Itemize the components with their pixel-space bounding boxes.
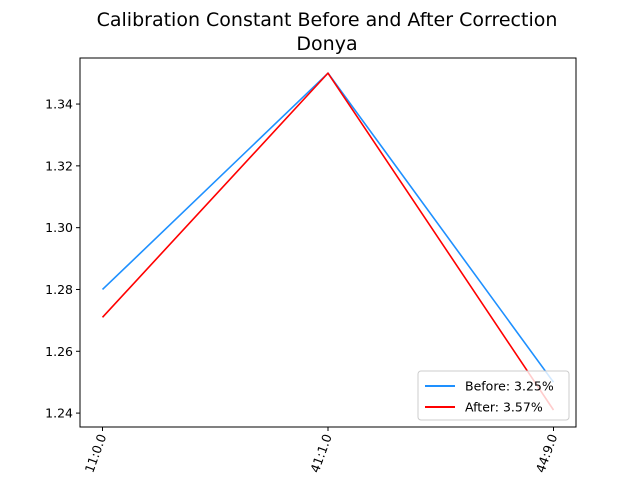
legend-label-after: After: 3.57% <box>465 400 543 415</box>
y-tick-label: 1.32 <box>45 158 73 173</box>
x-tick-label: 44:9.0 <box>533 432 561 475</box>
y-tick-label: 1.24 <box>45 406 73 421</box>
legend-box <box>417 370 570 421</box>
x-tick-label: 41:1.0 <box>307 432 335 475</box>
x-tick-label: 11:0.0 <box>82 432 110 475</box>
y-tick-label: 1.34 <box>45 97 73 112</box>
y-tick-label: 1.28 <box>45 282 73 297</box>
y-tick-label: 1.26 <box>45 344 73 359</box>
chart-subtitle: Donya <box>296 33 357 55</box>
y-tick-label: 1.30 <box>45 220 73 235</box>
legend: Before: 3.25% After: 3.57% <box>417 370 570 421</box>
series-line-1 <box>101 72 555 411</box>
chart-title: Calibration Constant Before and After Co… <box>97 9 558 31</box>
series-layer <box>101 72 555 411</box>
series-line-0 <box>101 72 555 383</box>
legend-label-before: Before: 3.25% <box>465 379 554 394</box>
